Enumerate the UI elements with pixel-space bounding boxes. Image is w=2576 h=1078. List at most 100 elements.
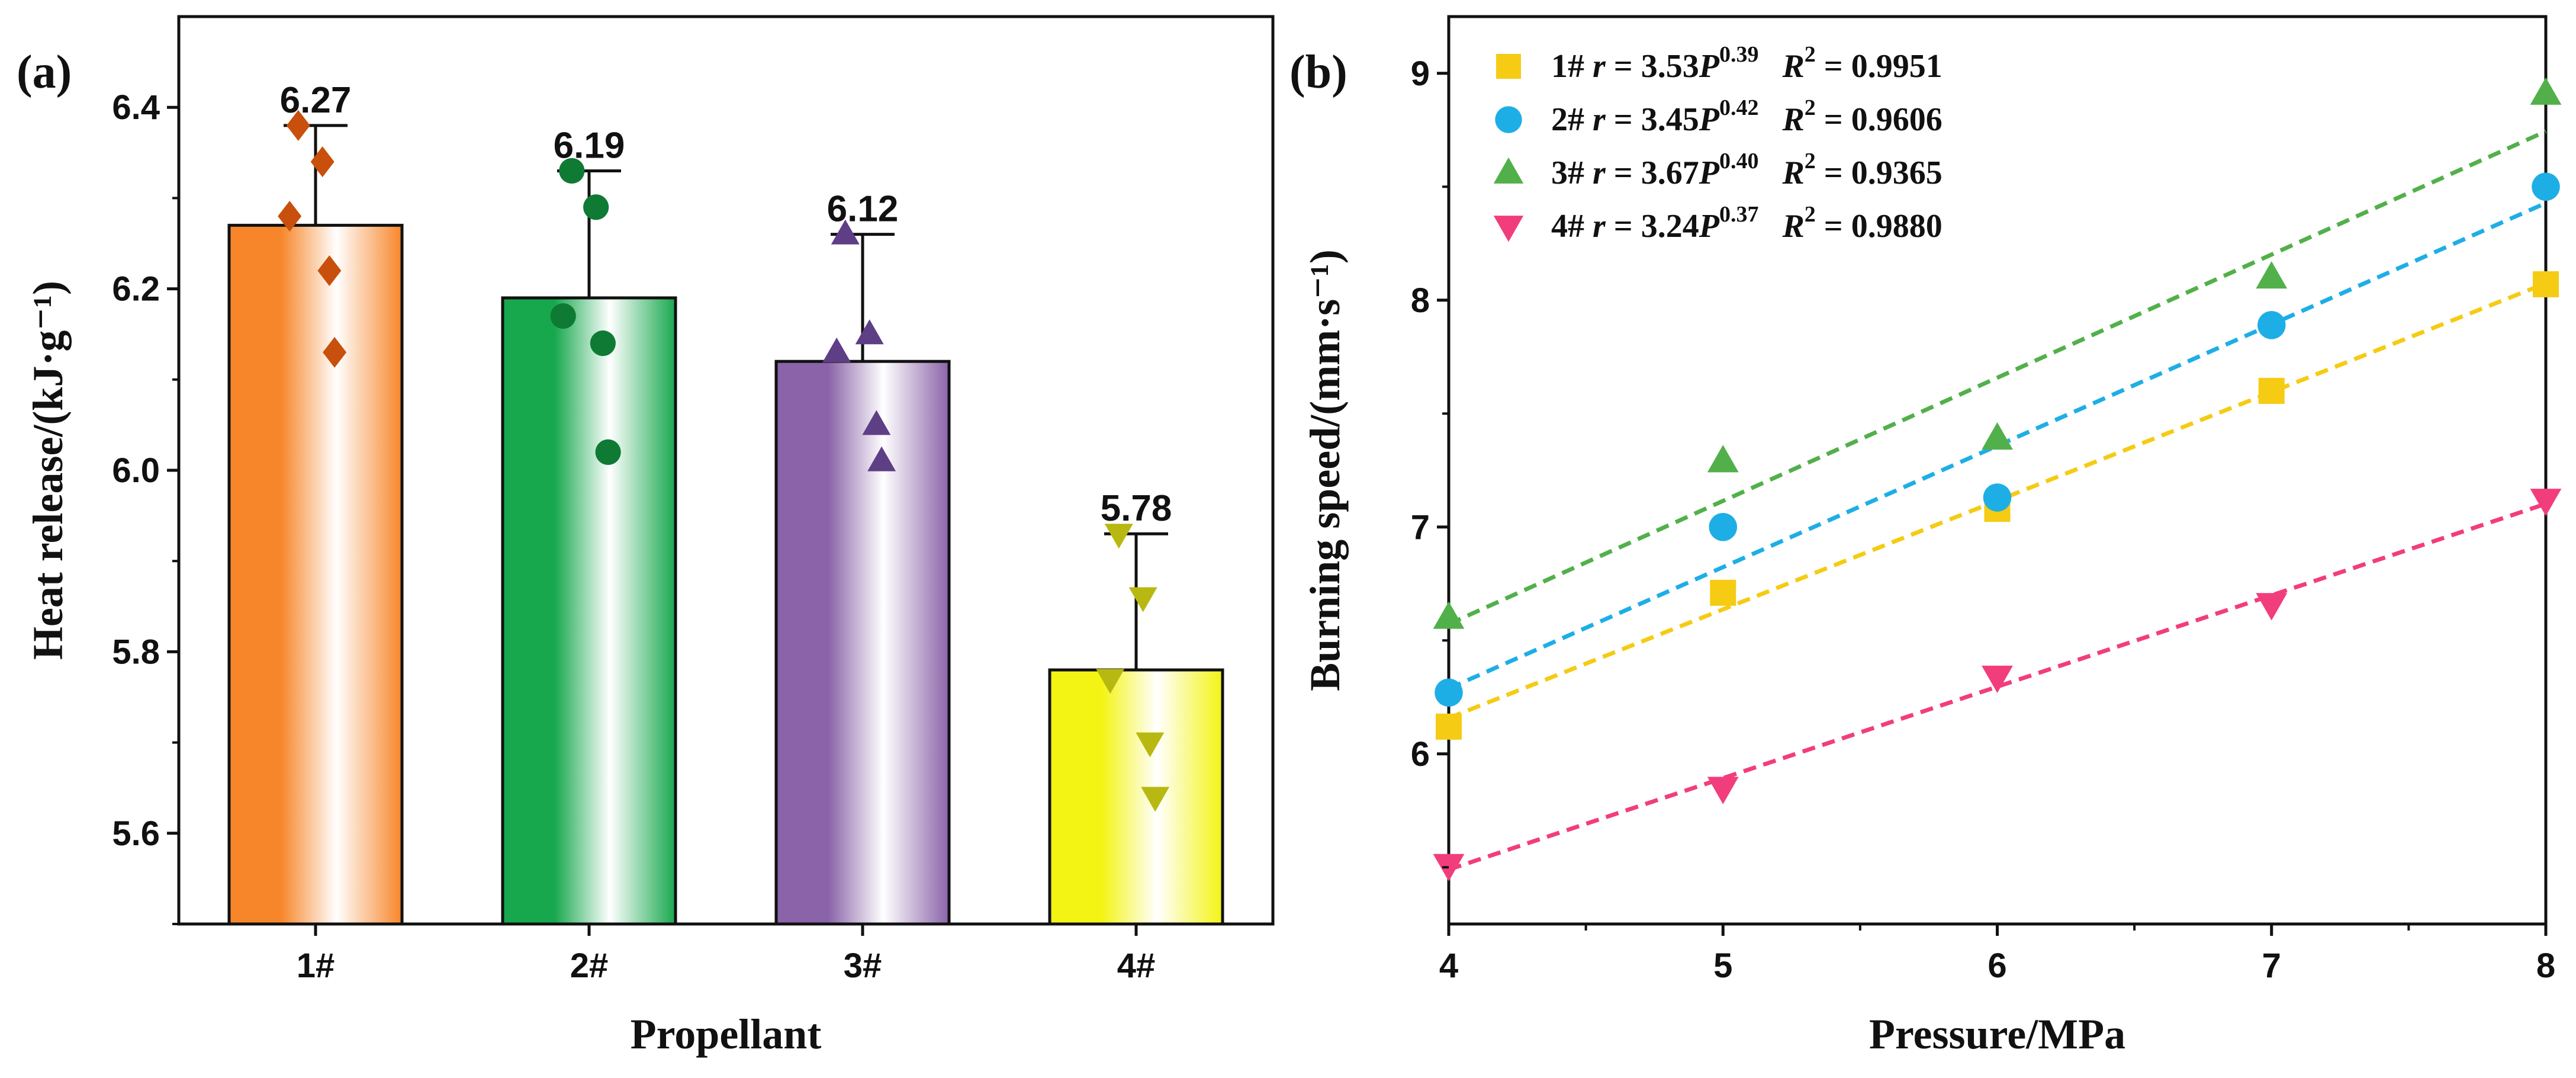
legend-eq-p: P [1699, 155, 1720, 191]
data-point-4#-3 [1096, 669, 1125, 694]
legend-eq-R2-sup: 2 [1805, 202, 1816, 227]
legend-entry-2#: 2# r = 3.45P0.42 R2 = 0.9606 [1551, 95, 1943, 138]
y-tick-label-6.4: 6.4 [112, 88, 160, 127]
legend-name: 1# [1551, 48, 1593, 85]
data-point-3#-p7 [2256, 261, 2288, 289]
legend-eq-exponent: 0.40 [1719, 149, 1759, 174]
y-tick-label-5.8: 5.8 [112, 633, 160, 671]
y-tick-label-7: 7 [1411, 508, 1430, 547]
data-point-2#-p6 [1983, 483, 2012, 512]
data-point-4#-1 [1104, 524, 1133, 549]
data-point-4#-p7 [2256, 593, 2288, 621]
data-point-2#-p7 [2257, 311, 2286, 339]
axes-frame-b [1447, 15, 2548, 926]
data-point-3#-5 [867, 446, 896, 471]
x-tick-label-2#: 2# [570, 947, 609, 985]
legend-eq-r: r [1593, 155, 1606, 191]
legend-eq-r2-value: = 0.9365 [1816, 155, 1943, 191]
data-point-3#-p5 [1707, 445, 1739, 473]
data-point-4#-4 [1136, 732, 1165, 758]
data-point-1#-3 [278, 201, 302, 232]
x-tick-label-1#: 1# [297, 947, 335, 985]
value-label-2#: 6.19 [554, 125, 625, 166]
legend-eq-r: r [1593, 101, 1606, 138]
data-point-3#-1 [831, 219, 860, 245]
data-point-3#-3 [822, 337, 851, 362]
data-point-2#-1 [559, 158, 585, 184]
data-point-2#-5 [595, 439, 621, 465]
x-tick-label-7: 7 [2262, 947, 2281, 985]
legend-eq-r: r [1593, 208, 1606, 245]
panel-label-a: (a) [17, 46, 72, 98]
legend-eq-coef: = 3.67 [1606, 155, 1699, 191]
panel-a-heat-release-chart: (a) 6.27 1# 6.19 2# 6.12 3# 5.78 4# 5.6 5.8 6.0 6.2 6… [17, 15, 1275, 1058]
x-tick-label-5: 5 [1713, 947, 1732, 985]
bar-1# [227, 223, 404, 926]
data-point-4#-p8 [2530, 489, 2562, 516]
data-point-1#-4 [317, 255, 342, 286]
legend-marker-2# [1495, 106, 1522, 133]
data-point-1#-p5 [1710, 579, 1736, 606]
legend-eq-exponent: 0.42 [1719, 95, 1759, 120]
y-tick-label-6.2: 6.2 [112, 270, 160, 309]
legend-eq-R: R [1781, 48, 1804, 85]
fit-line-4# [1448, 502, 2547, 872]
data-point-4#-2 [1128, 587, 1157, 612]
fit-line-3# [1448, 129, 2547, 626]
y-tick-label-5.6: 5.6 [112, 814, 160, 853]
data-point-3#-2 [855, 319, 884, 345]
legend-eq-coef: = 3.45 [1606, 101, 1699, 138]
data-point-4#-5 [1141, 787, 1170, 812]
x-tick-label-4: 4 [1439, 947, 1458, 985]
legend-eq-r2-value: = 0.9951 [1816, 48, 1943, 85]
y-tick-label-6.0: 6.0 [112, 451, 160, 490]
legend-name: 3# [1551, 155, 1593, 191]
legend-marker-3# [1493, 157, 1524, 184]
legend-eq-r: r [1593, 48, 1606, 85]
fit-line-2# [1448, 201, 2547, 691]
legend-eq-coef: = 3.24 [1606, 208, 1699, 245]
data-point-2#-4 [590, 330, 616, 357]
y-tick-label-6: 6 [1411, 735, 1430, 774]
y-axis-label-a: Heat release/(kJ·g⁻¹) [24, 281, 72, 660]
legend-eq-R2-sup: 2 [1805, 149, 1816, 174]
legend-marker-1# [1496, 54, 1521, 79]
legend-eq-p: P [1699, 48, 1720, 85]
x-tick-label-6: 6 [1988, 947, 2006, 985]
data-point-3#-4 [862, 410, 891, 435]
y-axis-label-b: Burning speed/(mm·s⁻¹) [1301, 249, 1349, 691]
bar-2# [501, 296, 677, 926]
data-point-3#-p8 [2530, 77, 2562, 105]
value-label-3#: 6.12 [827, 189, 899, 230]
legend-eq-R: R [1781, 101, 1804, 138]
value-label-4#: 5.78 [1101, 488, 1172, 529]
legend-eq-p: P [1699, 101, 1720, 138]
legend-eq-exponent: 0.37 [1719, 202, 1759, 227]
legend-eq-r2-value: = 0.9880 [1816, 208, 1943, 245]
legend-eq-R: R [1781, 155, 1804, 191]
y-tick-label-8: 8 [1411, 281, 1430, 320]
legend-eq-R2-sup: 2 [1805, 42, 1816, 67]
data-point-2#-3 [550, 303, 576, 329]
bar-4# [1048, 668, 1224, 926]
legend-eq-R2-sup: 2 [1805, 95, 1816, 120]
legend-eq-exponent: 0.39 [1719, 42, 1759, 67]
y-tick-label-9: 9 [1411, 54, 1430, 93]
data-point-2#-p4 [1435, 678, 1463, 707]
data-point-4#-p6 [1982, 665, 2013, 694]
legend-entry-4#: 4# r = 3.24P0.37 R2 = 0.9880 [1551, 202, 1943, 245]
data-point-2#-p8 [2532, 172, 2560, 201]
x-tick-label-8: 8 [2536, 947, 2555, 985]
panel-b-burning-speed-chart: (b) 4 5 6 7 8 6 7 8 9 Pressure/MPa Burning speed/(m… [1289, 15, 2562, 1058]
x-axis-label-b: Pressure/MPa [1869, 1010, 2125, 1058]
panel-label-b: (b) [1289, 46, 1348, 98]
data-point-1#-p7 [2258, 377, 2285, 404]
x-tick-label-3#: 3# [844, 947, 882, 985]
data-point-1#-2 [310, 146, 335, 178]
legend-eq-R: R [1781, 208, 1804, 245]
value-label-1#: 6.27 [280, 80, 352, 121]
data-point-3#-p6 [1982, 422, 2013, 450]
legend-entry-3#: 3# r = 3.67P0.40 R2 = 0.9365 [1551, 149, 1943, 191]
